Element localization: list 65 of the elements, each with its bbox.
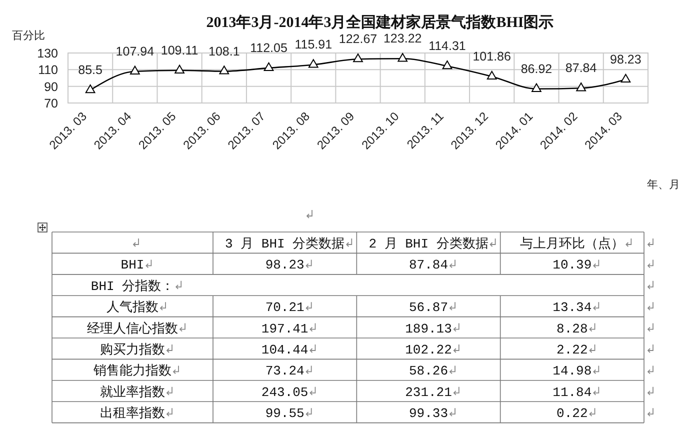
data-label: 85.5 [78, 63, 103, 78]
data-label: 114.31 [428, 39, 466, 54]
data-label: 10.39 [552, 258, 592, 273]
data-label: 108.1 [208, 44, 240, 58]
category-label: 就业率指数 [100, 384, 165, 400]
point [308, 59, 318, 68]
data-label: 70.21 [265, 300, 305, 316]
data-label: 231.21 [405, 384, 452, 400]
point [442, 60, 452, 70]
point [532, 83, 542, 92]
y-tick-label: 130 [37, 46, 58, 60]
category-label: BHI [120, 258, 144, 273]
data-label: 14.98 [552, 364, 592, 379]
data-label: 115.91 [294, 38, 332, 52]
data-label: 123.22 [384, 32, 422, 46]
category-label: 出租率指数 [100, 405, 165, 422]
data-label: 197.41 [261, 321, 308, 336]
data-label: 58.26 [408, 364, 448, 379]
data-label: 87.84 [565, 61, 597, 76]
data-label: 99.33 [408, 406, 448, 422]
data-label: 0.22 [556, 406, 588, 422]
y-tick-label: 70 [44, 96, 58, 110]
data-label: 122.67 [338, 32, 378, 46]
data-label: 99.55 [265, 406, 304, 422]
point [264, 62, 274, 72]
point [486, 70, 497, 80]
y-axis-title: 百分比 [12, 29, 45, 42]
y-tick-label: 110 [38, 63, 58, 78]
category-label: 销售能力指数 [92, 364, 172, 379]
point [620, 74, 631, 83]
category-label: 人气指数 [106, 300, 158, 316]
point [576, 82, 586, 92]
legend-label: 3 月 BHI 分类数据 [225, 236, 345, 252]
point [174, 64, 184, 74]
x-axis-title: 年、月 [647, 179, 680, 191]
data-label: 13.34 [552, 300, 592, 316]
data-label: 98.23 [265, 258, 304, 273]
point [398, 53, 408, 62]
point [85, 84, 96, 94]
data-label: 101.86 [472, 49, 512, 64]
data-label: 107.94 [116, 44, 154, 58]
point [130, 66, 140, 74]
category-label: 经理人信心指数 [87, 320, 178, 336]
point [353, 53, 363, 62]
data-label: 112.05 [250, 40, 288, 55]
data-label: 86.92 [520, 62, 552, 76]
data-label: 189.13 [405, 321, 452, 336]
legend-label: 2 月 BHI 分类数据 [368, 236, 488, 252]
chart-title: 2013年3月-2014年3月全国建材家居景气指数BHI图示 [206, 13, 554, 31]
category-label: 购买力指数 [100, 342, 165, 358]
text: BHI 分指数： [90, 278, 174, 294]
y-tick-label: 90 [44, 80, 58, 94]
data-label: 73.24 [265, 364, 305, 379]
data-label: 104.44 [261, 342, 308, 358]
data-label: 2.22 [556, 342, 588, 358]
point [219, 66, 230, 74]
data-label: 56.87 [408, 300, 448, 316]
data-label: 8.28 [556, 321, 588, 336]
data-label: 98.23 [610, 52, 642, 66]
data-label: 87.84 [408, 258, 448, 273]
data-label: 11.84 [552, 384, 592, 400]
data-label: 243.05 [261, 384, 308, 400]
legend-label: 与上月环比（点） [520, 236, 624, 252]
data-label: 102.22 [405, 342, 452, 358]
data-label: 109.11 [160, 43, 198, 58]
